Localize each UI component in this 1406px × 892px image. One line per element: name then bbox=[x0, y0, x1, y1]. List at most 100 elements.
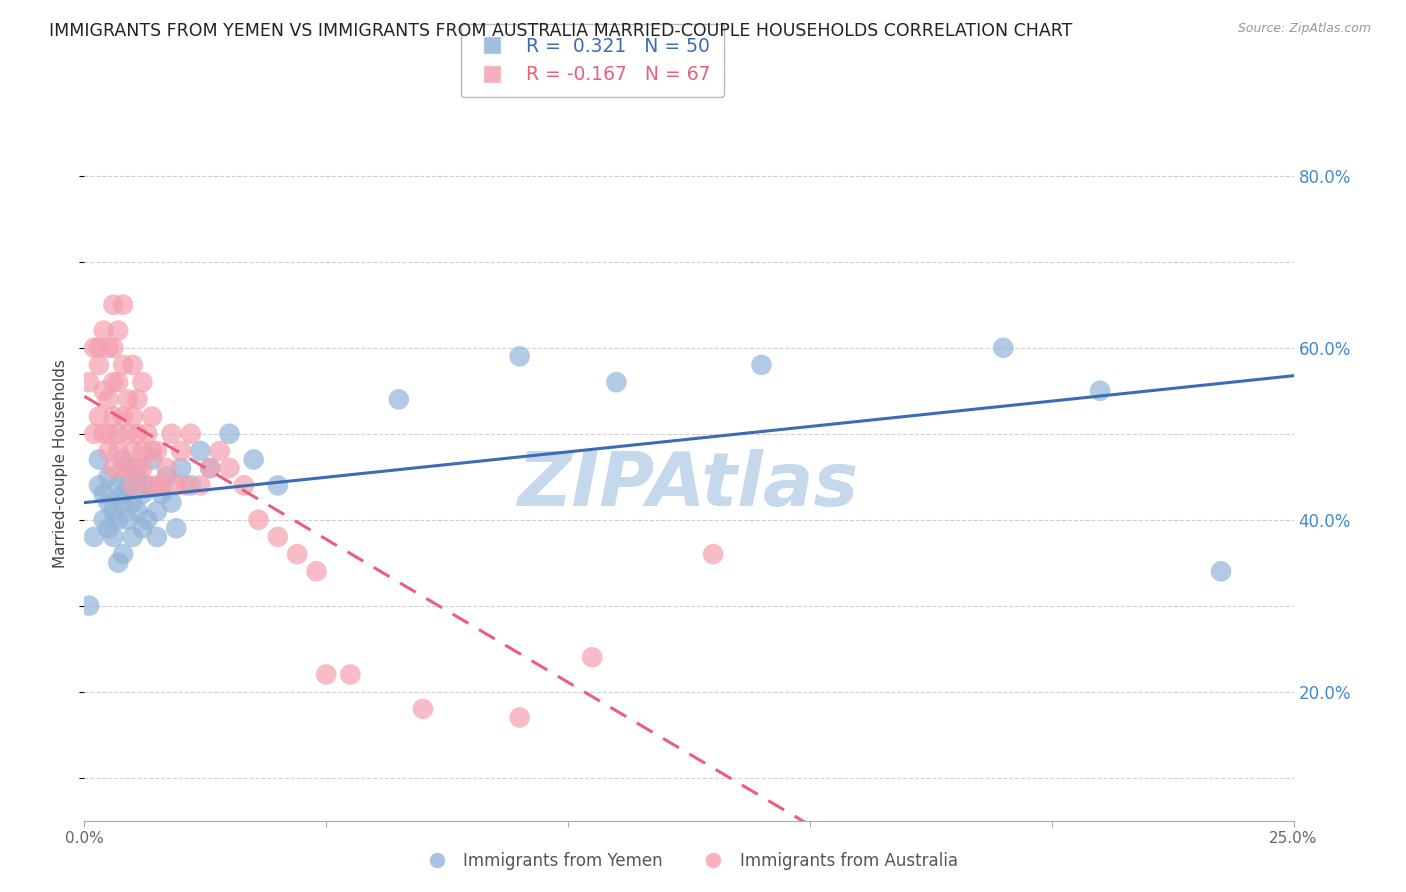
Point bbox=[993, 341, 1015, 355]
Point bbox=[1088, 384, 1111, 398]
Point bbox=[218, 426, 240, 441]
Point bbox=[127, 461, 149, 475]
Point bbox=[97, 444, 120, 458]
Point bbox=[136, 426, 159, 441]
Point bbox=[751, 358, 773, 372]
Point bbox=[87, 478, 110, 492]
Point bbox=[315, 667, 337, 681]
Point bbox=[112, 409, 135, 424]
Point bbox=[93, 324, 115, 338]
Point bbox=[339, 667, 361, 681]
Point bbox=[87, 341, 110, 355]
Point bbox=[93, 426, 115, 441]
Point bbox=[97, 392, 120, 407]
Point bbox=[87, 358, 110, 372]
Point bbox=[190, 478, 212, 492]
Point bbox=[198, 461, 221, 475]
Point bbox=[107, 375, 129, 389]
Point bbox=[121, 461, 143, 475]
Point bbox=[117, 392, 139, 407]
Legend: Immigrants from Yemen, Immigrants from Australia: Immigrants from Yemen, Immigrants from A… bbox=[413, 846, 965, 877]
Point bbox=[146, 478, 169, 492]
Point bbox=[267, 530, 290, 544]
Point bbox=[103, 461, 125, 475]
Point bbox=[150, 487, 173, 501]
Point bbox=[165, 478, 187, 492]
Point bbox=[131, 375, 153, 389]
Point bbox=[190, 444, 212, 458]
Point bbox=[208, 444, 231, 458]
Point bbox=[117, 461, 139, 475]
Point bbox=[121, 478, 143, 492]
Point bbox=[103, 504, 125, 518]
Point bbox=[107, 426, 129, 441]
Point bbox=[103, 409, 125, 424]
Point bbox=[155, 469, 177, 483]
Point bbox=[170, 461, 193, 475]
Point bbox=[136, 478, 159, 492]
Point bbox=[127, 426, 149, 441]
Point bbox=[112, 495, 135, 509]
Point bbox=[146, 504, 169, 518]
Point bbox=[131, 521, 153, 535]
Point bbox=[127, 504, 149, 518]
Point bbox=[93, 487, 115, 501]
Point bbox=[131, 487, 153, 501]
Point bbox=[136, 478, 159, 492]
Point bbox=[121, 495, 143, 509]
Point bbox=[174, 478, 197, 492]
Point bbox=[93, 384, 115, 398]
Point bbox=[83, 530, 105, 544]
Point bbox=[87, 409, 110, 424]
Point bbox=[165, 521, 187, 535]
Point bbox=[107, 324, 129, 338]
Point bbox=[702, 547, 724, 561]
Point bbox=[117, 478, 139, 492]
Point bbox=[83, 426, 105, 441]
Point bbox=[97, 426, 120, 441]
Point bbox=[141, 444, 163, 458]
Point bbox=[112, 547, 135, 561]
Point bbox=[150, 478, 173, 492]
Point bbox=[83, 341, 105, 355]
Point bbox=[117, 513, 139, 527]
Point bbox=[97, 521, 120, 535]
Point bbox=[112, 487, 135, 501]
Point bbox=[127, 469, 149, 483]
Point bbox=[233, 478, 256, 492]
Point bbox=[136, 513, 159, 527]
Point bbox=[198, 461, 221, 475]
Point bbox=[117, 426, 139, 441]
Point bbox=[605, 375, 627, 389]
Point bbox=[107, 513, 129, 527]
Point bbox=[97, 469, 120, 483]
Point bbox=[285, 547, 308, 561]
Point bbox=[97, 341, 120, 355]
Point bbox=[121, 444, 143, 458]
Point bbox=[121, 358, 143, 372]
Point bbox=[103, 375, 125, 389]
Point bbox=[107, 556, 129, 570]
Y-axis label: Married-couple Households: Married-couple Households bbox=[53, 359, 69, 568]
Point bbox=[103, 298, 125, 312]
Point bbox=[155, 461, 177, 475]
Point bbox=[121, 409, 143, 424]
Point bbox=[218, 461, 240, 475]
Point bbox=[131, 444, 153, 458]
Text: IMMIGRANTS FROM YEMEN VS IMMIGRANTS FROM AUSTRALIA MARRIED-COUPLE HOUSEHOLDS COR: IMMIGRANTS FROM YEMEN VS IMMIGRANTS FROM… bbox=[49, 22, 1073, 40]
Point bbox=[97, 495, 120, 509]
Point bbox=[509, 710, 531, 724]
Point bbox=[267, 478, 290, 492]
Point bbox=[103, 341, 125, 355]
Point bbox=[146, 444, 169, 458]
Point bbox=[107, 478, 129, 492]
Point bbox=[160, 495, 183, 509]
Point bbox=[247, 513, 270, 527]
Point bbox=[1209, 564, 1232, 578]
Point bbox=[412, 702, 434, 716]
Point bbox=[93, 513, 115, 527]
Point bbox=[146, 530, 169, 544]
Point bbox=[103, 530, 125, 544]
Point bbox=[112, 298, 135, 312]
Point bbox=[509, 350, 531, 364]
